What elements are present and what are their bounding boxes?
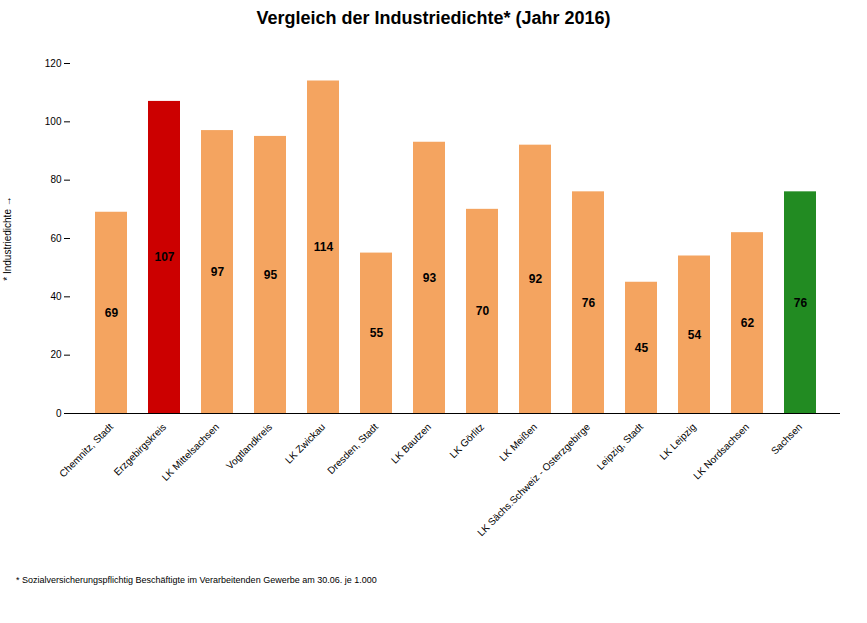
svg-text:80: 80 (50, 174, 62, 185)
svg-text:45: 45 (635, 341, 649, 355)
svg-text:95: 95 (264, 268, 278, 282)
html-text:* Sozialversicherungspflichtig: * Sozialversicherungspflichtig Beschäfti… (16, 575, 377, 585)
svg-text:LK Görlitz: LK Görlitz (447, 421, 486, 460)
html-text:Vergleich der Industriedichte*: Vergleich der Industriedichte* (Jahr 201… (256, 8, 611, 28)
svg-text:107: 107 (154, 250, 174, 264)
svg-text:92: 92 (529, 272, 543, 286)
svg-text:93: 93 (423, 271, 437, 285)
svg-text:Vogtlandkreis: Vogtlandkreis (224, 421, 274, 471)
svg-text:0: 0 (56, 408, 62, 419)
svg-text:LK Sächs.Schweiz - Osterzgebir: LK Sächs.Schweiz - Osterzgebirge (475, 421, 592, 538)
svg-text:100: 100 (45, 116, 62, 127)
svg-text:60: 60 (50, 233, 62, 244)
svg-text:Erzgebirgskreis: Erzgebirgskreis (112, 421, 169, 478)
svg-text:20: 20 (50, 349, 62, 360)
svg-text:97: 97 (211, 265, 225, 279)
svg-text:LK Zwickau: LK Zwickau (283, 421, 327, 465)
svg-text:40: 40 (50, 291, 62, 302)
svg-text:Chemnitz, Stadt: Chemnitz, Stadt (57, 421, 115, 479)
svg-text:* Industriedichte →: * Industriedichte → (2, 196, 13, 281)
svg-text:69: 69 (105, 306, 119, 320)
svg-text:70: 70 (476, 304, 490, 318)
svg-text:LK Nordsachsen: LK Nordsachsen (691, 421, 751, 481)
svg-text:Sachsen: Sachsen (769, 421, 804, 456)
svg-text:62: 62 (741, 316, 755, 330)
svg-text:76: 76 (794, 296, 808, 310)
svg-text:LK Bautzen: LK Bautzen (389, 421, 433, 465)
svg-text:54: 54 (688, 328, 702, 342)
svg-text:120: 120 (45, 58, 62, 69)
svg-text:Leipzig, Stadt: Leipzig, Stadt (595, 421, 646, 472)
svg-text:Dresden, Stadt: Dresden, Stadt (325, 421, 380, 476)
svg-text:LK Mittelsachsen: LK Mittelsachsen (160, 421, 222, 483)
svg-text:76: 76 (582, 296, 596, 310)
svg-text:LK Leipzig: LK Leipzig (657, 421, 698, 462)
svg-text:LK Meißen: LK Meißen (497, 421, 539, 463)
svg-text:55: 55 (370, 326, 384, 340)
svg-text:114: 114 (314, 240, 334, 254)
